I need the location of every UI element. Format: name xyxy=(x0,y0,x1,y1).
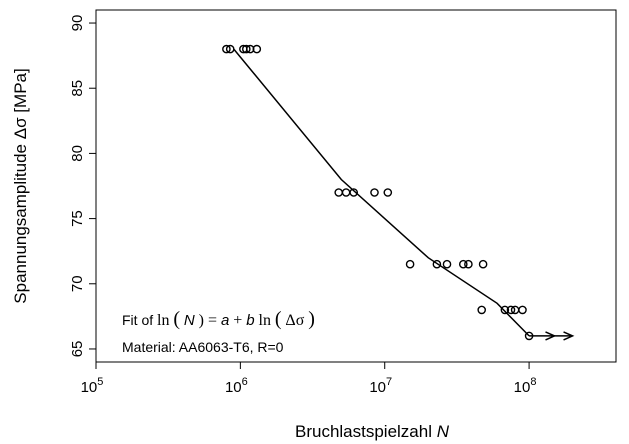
data-point xyxy=(518,305,527,315)
data-point xyxy=(442,259,452,269)
x-tick-label: 108 xyxy=(514,376,537,396)
data-point xyxy=(370,188,379,197)
fit-plus: + xyxy=(233,312,246,329)
runout-arrowhead xyxy=(563,331,575,341)
fit-paren-3: ( xyxy=(275,308,282,330)
x-tick-label: 105 xyxy=(81,376,104,396)
data-point xyxy=(500,305,510,315)
y-tick-label: 70 xyxy=(69,275,86,292)
data-point xyxy=(477,305,487,315)
y-axis: 65 70 75 80 85 90 xyxy=(69,15,96,358)
fit-eq: ) = xyxy=(199,312,221,329)
y-tick-label: 90 xyxy=(69,15,86,32)
data-point xyxy=(458,259,468,269)
fit-var-a: a xyxy=(221,312,229,329)
x-axis: 105 106 107 108 xyxy=(81,362,537,396)
fit-paren-4: ) xyxy=(308,308,315,330)
data-point xyxy=(383,188,393,197)
x-axis-title: Bruchlastspielzahl N xyxy=(295,422,450,441)
x-tick-label: 106 xyxy=(225,376,248,396)
data-point xyxy=(222,44,231,54)
data-point xyxy=(252,44,262,54)
fit-var-b: b xyxy=(246,312,254,329)
fit-var-n: N xyxy=(184,312,195,329)
fit-annotation: Fit of ln ( N ) = a + b ln ( Δσ ) xyxy=(122,308,315,330)
data-point xyxy=(432,259,442,269)
data-point xyxy=(334,188,344,197)
fit-delta-sigma: Δσ xyxy=(285,312,304,329)
data-point xyxy=(478,259,488,269)
data-points xyxy=(222,44,534,341)
runout-arrowhead xyxy=(545,331,557,341)
y-tick-label: 80 xyxy=(69,145,86,162)
data-point xyxy=(464,259,473,269)
y-axis-title: Spannungsamplitude Δσ [MPa] xyxy=(11,68,30,303)
y-tick-label: 85 xyxy=(69,80,86,97)
data-point xyxy=(405,259,415,269)
x-axis-title-text: Bruchlastspielzahl xyxy=(295,422,432,441)
fit-ln-1: ln xyxy=(157,312,169,329)
data-point xyxy=(341,188,351,197)
runout-arrow-group xyxy=(529,331,575,341)
x-axis-title-var: N xyxy=(437,422,450,441)
fit-paren-1: ( xyxy=(173,308,180,330)
material-annotation: Material: AA6063-T6, R=0 xyxy=(122,339,284,355)
fit-line-group xyxy=(233,48,530,337)
y-tick-label: 65 xyxy=(69,341,86,358)
plot-frame xyxy=(95,9,617,363)
fit-ln-2: ln xyxy=(259,312,271,329)
data-point xyxy=(225,44,235,54)
fit-line xyxy=(233,48,530,337)
data-point xyxy=(506,305,516,315)
data-point xyxy=(349,188,359,197)
x-tick-label: 107 xyxy=(369,376,392,396)
fit-prefix: Fit of xyxy=(122,312,157,328)
data-point xyxy=(241,44,251,54)
y-tick-label: 75 xyxy=(69,210,86,227)
